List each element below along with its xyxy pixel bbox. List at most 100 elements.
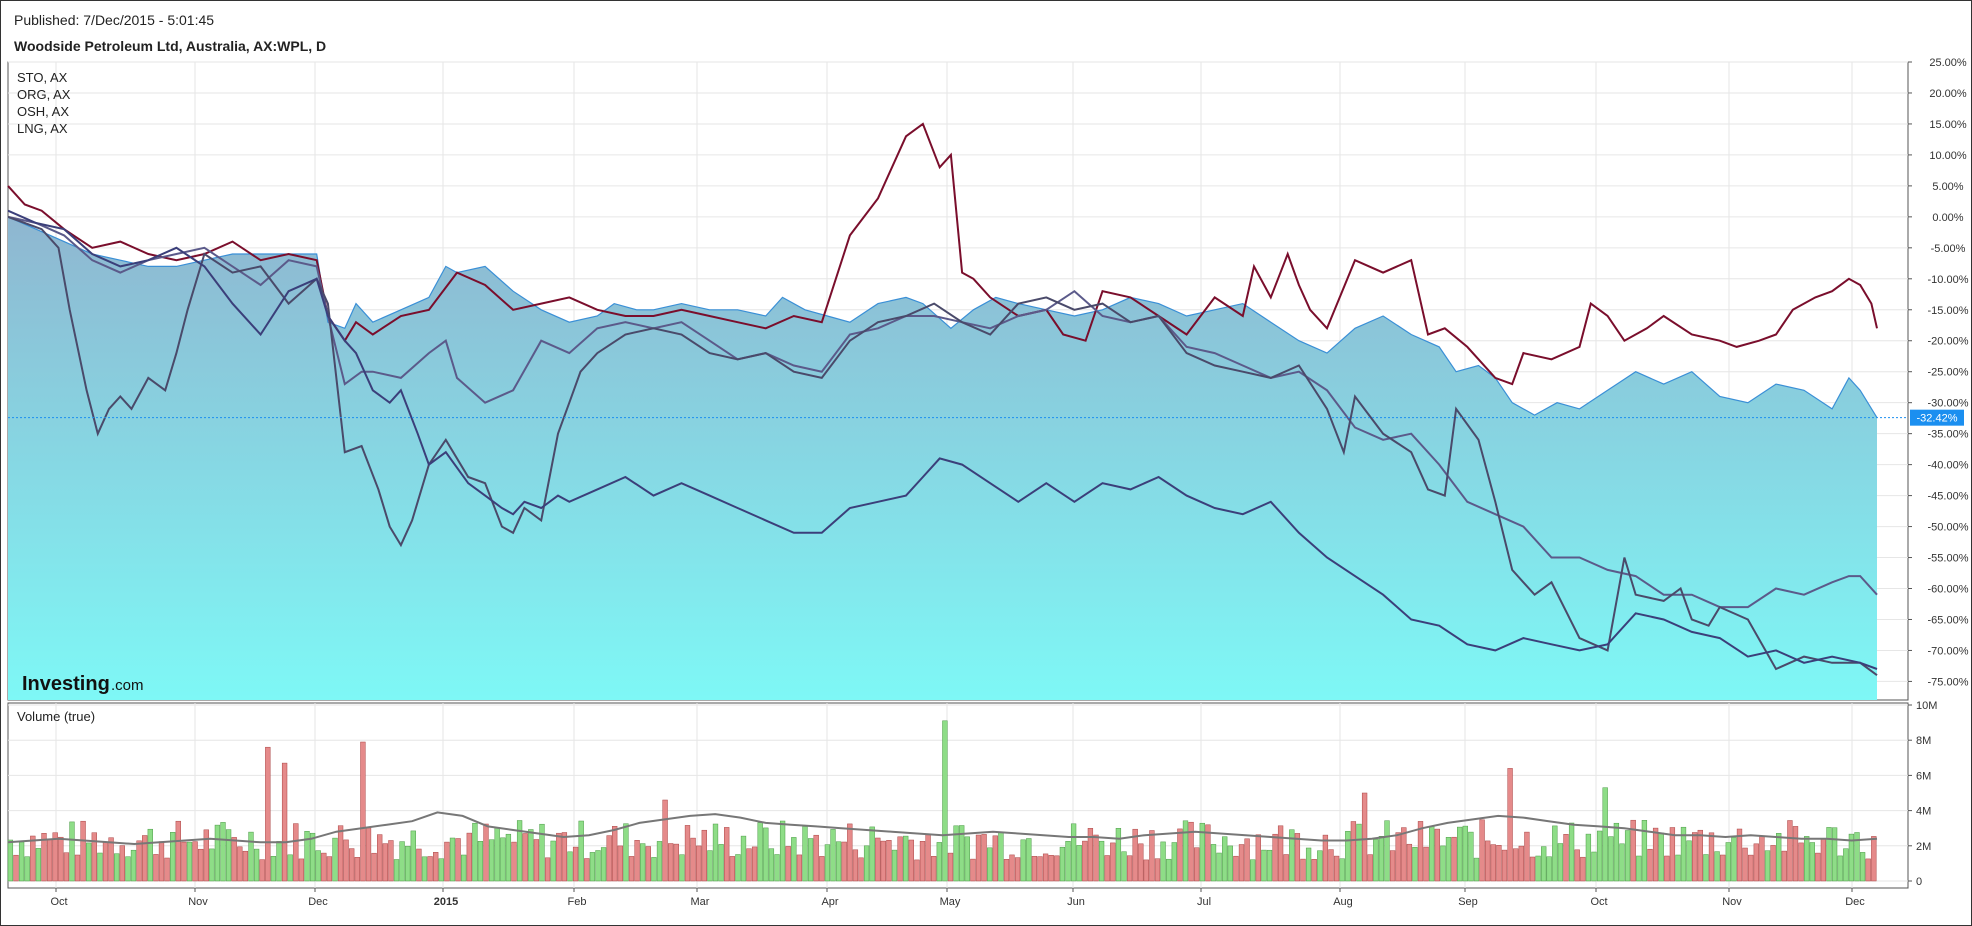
volume-bar-down [1865, 858, 1871, 882]
volume-bar-up [623, 823, 629, 882]
volume-bar-down [662, 799, 668, 882]
legend-item: LNG, AX [17, 121, 68, 136]
y-tick-label: -65.00% [1928, 614, 1969, 626]
volume-bar-down [992, 835, 998, 882]
volume-bar-down [628, 856, 635, 882]
volume-bar-up [516, 820, 523, 882]
chart-title: Woodside Petroleum Ltd, Australia, AX:WP… [14, 38, 327, 54]
volume-bar-up [1115, 828, 1122, 882]
wpl-area-line [7, 216, 1878, 419]
volume-bar-down [1087, 828, 1094, 882]
y-tick-label: 0.00% [1932, 212, 1963, 224]
x-tick-label: 2015 [434, 896, 458, 908]
x-tick-label: Oct [1590, 896, 1607, 908]
volume-bar-down [858, 857, 864, 882]
volume-bar-down [192, 841, 198, 882]
y-tick-label: -50.00% [1928, 522, 1969, 534]
volume-bar-up [1457, 826, 1463, 882]
volume-bar-down [1417, 821, 1424, 882]
volume-bar-up [1261, 849, 1267, 882]
volume-bar-down [455, 838, 461, 882]
legend-item: ORG, AX [17, 87, 71, 102]
volume-bar-down [343, 839, 349, 882]
volume-bar-up [528, 829, 534, 882]
volume-bar-up [1675, 854, 1681, 882]
volume-bar-up [287, 854, 293, 882]
volume-bar-up [891, 849, 898, 882]
volume-bar-up [125, 856, 131, 882]
volume-bar-down [80, 820, 86, 882]
volume-bar-up [1680, 826, 1687, 882]
volume-bar-up [477, 841, 484, 882]
volume-bar-up [1076, 845, 1082, 882]
volume-bar-up [1804, 836, 1810, 882]
volume-bar-up [768, 848, 775, 882]
volume-bar-up [225, 829, 232, 882]
volume-bar-down [919, 841, 926, 882]
volume-bar-up [1210, 844, 1217, 882]
volume-bar-up [1440, 845, 1446, 882]
volume-bar-down [1507, 768, 1513, 882]
volume-bar-up [936, 842, 942, 882]
volume-bar-up [1373, 839, 1379, 882]
volume-bar-up [1026, 838, 1032, 882]
volume-bar-down [1328, 849, 1334, 882]
volume-bar-down [30, 835, 36, 882]
volume-bar-up [651, 857, 657, 882]
volume-bar-up [1764, 850, 1771, 882]
volume-bar-down [237, 846, 243, 882]
volume-bar-down [1205, 824, 1211, 882]
current-value-label: -32.42% [1917, 413, 1958, 425]
volume-bar-down [746, 848, 752, 882]
volume-bar-down [673, 843, 679, 882]
legend-item: STO, AX [17, 70, 68, 85]
volume-bar-down [1524, 831, 1530, 882]
volume-bar-up [18, 841, 25, 882]
volume-bar-down [1188, 821, 1194, 882]
volume-bar-down [281, 762, 288, 882]
volume-bar-down [1742, 847, 1748, 882]
volume-bar-down [690, 837, 696, 882]
volume-bar-up [1703, 854, 1709, 882]
volume-bar-down [1630, 819, 1636, 882]
volume-bar-up [835, 841, 842, 882]
volume-bar-down [1406, 843, 1413, 882]
volume-bar-down [1423, 846, 1429, 882]
volume-bar-down [724, 827, 730, 882]
volume-bar-up [1535, 855, 1541, 882]
volume-bar-up [578, 820, 584, 882]
volume-bar-down [880, 840, 886, 882]
volume-bar-up [309, 832, 316, 882]
y-tick-label: -40.00% [1928, 460, 1969, 472]
volume-bar-up [399, 841, 405, 882]
volume-y-tick-label: 10M [1916, 700, 1937, 712]
volume-bar-up [1613, 822, 1620, 882]
volume-moving-average [7, 811, 1878, 846]
volume-bar-up [863, 845, 870, 882]
volume-bar-down [1238, 844, 1245, 882]
volume-bar-down [164, 857, 170, 882]
volume-bar-down [1194, 847, 1200, 882]
x-tick-label: Feb [568, 896, 587, 908]
volume-bar-up [959, 825, 965, 882]
x-tick-label: Nov [1722, 896, 1742, 908]
volume-bar-down [1820, 838, 1827, 882]
volume-bar-up [69, 821, 75, 882]
y-tick-label: 10.00% [1929, 150, 1967, 162]
volume-bar-down [1518, 845, 1524, 882]
volume-bar-up [1636, 855, 1642, 882]
volume-bar-down [1720, 854, 1726, 882]
volume-bar-down [1647, 848, 1653, 882]
y-tick-label: -45.00% [1928, 491, 1969, 503]
volume-bar-up [807, 838, 814, 882]
volume-bar-down [259, 859, 265, 882]
volume-bar-down [1283, 854, 1289, 882]
volume-bar-up [1462, 825, 1468, 882]
volume-bar-down [701, 829, 707, 882]
volume-bar-up [1552, 825, 1558, 882]
volume-bar-down [1781, 850, 1787, 882]
volume-bar-down [1451, 836, 1457, 882]
volume-bar-down [1580, 856, 1586, 882]
volume-bar-down [360, 741, 366, 882]
volume-bar-down [1138, 843, 1144, 882]
